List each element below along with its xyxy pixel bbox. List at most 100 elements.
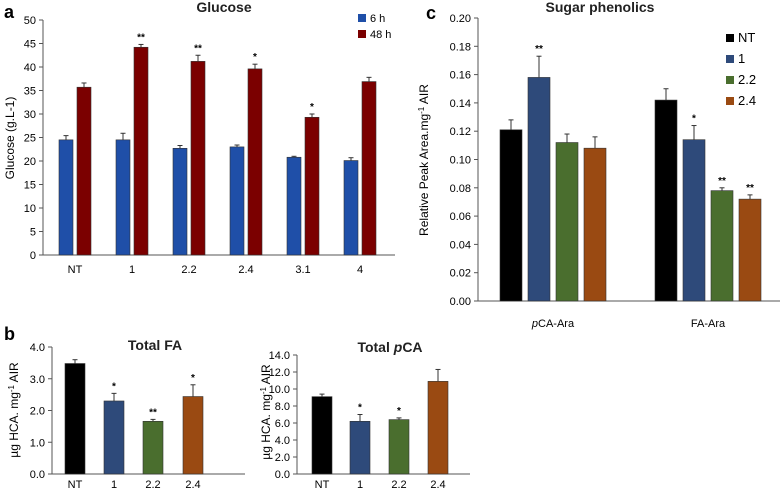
legend-swatch [726,97,734,105]
bar [286,156,302,256]
x-tick-label: 1 [129,264,135,276]
bar [115,139,131,256]
y-tick-label: 8.0 [275,401,290,413]
y-tick-label: 15 [24,180,36,192]
y-axis-label: µg HCA. mg-1 AIR [259,364,274,460]
panel-label: c [426,3,436,23]
y-tick-label: 10 [24,203,36,215]
bar [583,147,607,302]
y-tick-label: 0.00 [450,296,471,308]
y-tick-label: 0.20 [450,13,471,25]
chart-panel-b: Total FA b µg HCA. mg-1 AIR 0.0 1.0 2.0 3.0 4.0… [4,324,245,488]
bar [343,160,359,256]
x-tick-label: 2.4 [430,479,445,488]
y-axis-label: Relative Peak Area.mg-1 AIR [417,84,432,236]
x-tick-label: 2.2 [181,264,196,276]
significance-marker: * [358,403,362,414]
text-part: AIR [259,364,273,387]
bar [142,420,164,475]
bar [527,77,551,302]
bar [738,198,762,302]
bar [247,68,263,256]
text-part: AIR [7,362,21,385]
y-tick-label: 12.0 [269,367,290,379]
text-part: µg HCA. mg [259,394,273,460]
bar [172,148,188,256]
y-axis-label: µg HCA. mg-1 AIR [7,362,22,458]
chart-title: Sugar phenolics [546,0,655,15]
y-tick-label: 0.06 [450,211,471,223]
text-part: CA-Ara [538,318,575,330]
bar [304,116,320,256]
legend-label: 2.4 [738,93,756,108]
y-tick-label: 0.10 [450,155,471,167]
y-tick-label: 35 [24,86,36,98]
bar [555,142,579,302]
x-tick-label: FA-Ara [691,318,726,330]
bar [76,86,92,256]
bar [58,139,74,256]
legend-label: 48 h [370,29,391,41]
chart-panel-a: Glucose a 0 5 10 15 20 25 30 35 40 45 50 NT 1 2.2 2.4 3.1… [4,0,395,276]
y-tick-label: 25 [24,133,36,145]
significance-marker: * [253,52,257,63]
y-tick-label: 0.02 [450,268,471,280]
y-tick-label: 0.16 [450,70,471,82]
y-tick-label: 0.08 [450,183,471,195]
x-tick-label: 1 [357,479,363,488]
bar [499,129,523,302]
legend-swatch [358,30,366,38]
y-tick-label: 40 [24,62,36,74]
text-part: -1 [7,384,16,392]
y-tick-label: 0.04 [450,239,471,251]
chart-title: Glucose [196,0,251,15]
x-tick-label: NT [68,479,83,488]
x-tick-label: 4 [357,264,363,276]
significance-marker: ** [535,44,543,55]
text-part: p [531,318,538,330]
bar [64,363,86,475]
x-tick-label: 3.1 [295,264,310,276]
bar [190,61,206,256]
significance-marker: ** [718,176,726,187]
chart-title: Total FA [128,337,182,353]
legend-swatch [726,76,734,84]
bar [654,99,678,302]
legend-swatch [726,34,734,42]
x-tick-label: NT [68,264,83,276]
significance-marker: ** [194,43,202,54]
bar [311,396,333,475]
y-tick-label: 20 [24,156,36,168]
y-tick-label: 0.12 [450,126,471,138]
bar [103,400,125,475]
y-tick-label: 3.0 [30,374,45,386]
y-tick-label: 1.0 [30,437,45,449]
significance-marker: * [310,102,314,113]
legend-label: 6 h [370,13,385,25]
legend-label: 1 [738,51,745,66]
significance-marker: * [191,373,195,384]
bar [427,381,449,475]
bar [182,396,204,475]
significance-marker: ** [137,32,145,43]
text-part: -1 [259,386,268,394]
significance-marker: * [112,381,116,392]
x-tick-label: 2.4 [238,264,253,276]
legend-swatch [726,55,734,63]
y-tick-label: 30 [24,109,36,121]
y-tick-label: 45 [24,39,36,51]
y-tick-label: 2.0 [275,452,290,464]
significance-marker: * [397,406,401,417]
text-part: Relative Peak Area.mg [417,114,431,236]
bar [133,46,149,256]
y-tick-label: 10.0 [269,384,290,396]
text-part: p [393,339,403,355]
text-part: -1 [417,106,426,114]
y-tick-label: 0.0 [275,469,290,481]
significance-marker: ** [746,183,754,194]
y-tick-label: 5 [30,227,36,239]
y-tick-label: 0.14 [450,98,471,110]
y-tick-label: 2.0 [30,406,45,418]
